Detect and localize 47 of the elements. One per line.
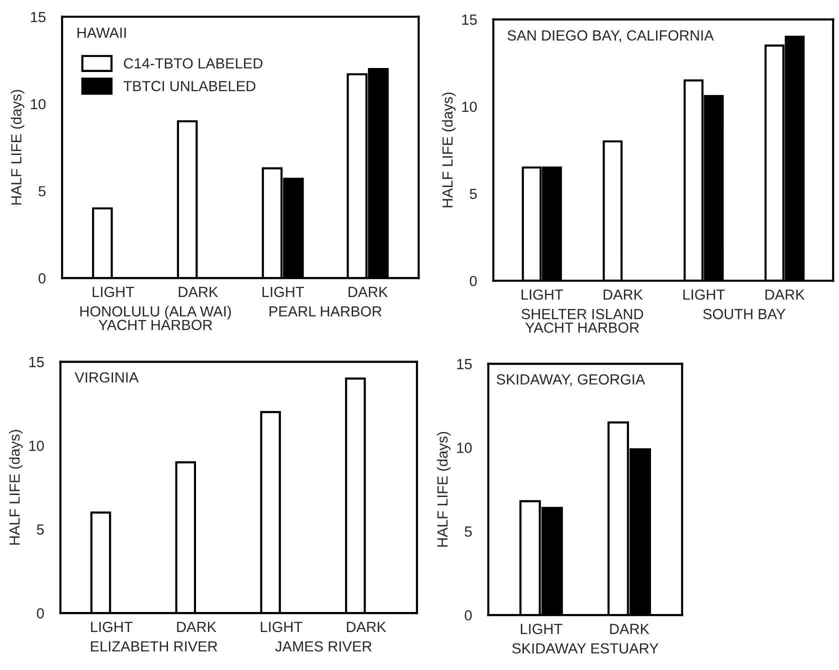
y-tick-label: 0: [470, 276, 477, 286]
text: SAN DIEGO BAY, CALIFORNIA: [508, 30, 714, 42]
x-tick-label: LIGHT: [520, 624, 562, 634]
x-tick-label: DARK: [177, 622, 216, 632]
x-tick-label: LIGHT: [683, 289, 725, 300]
text: HAWAII: [78, 28, 126, 38]
x-tick-label: LIGHT: [91, 622, 132, 632]
text: SHELTER ISLAND YACHT HARBOR: [522, 308, 644, 333]
y-tick-label: 10: [31, 98, 46, 110]
y-tick-label: 5: [38, 186, 46, 196]
y-tick-label: 15: [29, 357, 44, 368]
text: ELIZABETH RIVER: [90, 641, 218, 652]
y-tick-label: 15: [462, 14, 477, 25]
x-tick-label: DARK: [766, 290, 805, 300]
y-tick-label: 0: [36, 608, 44, 618]
x-tick-label: LIGHT: [92, 286, 134, 298]
text: JAMES RIVER: [275, 641, 372, 652]
y-tick-label: 10: [29, 440, 44, 451]
y-tick-label: 0: [38, 273, 46, 284]
text: SKIDAWAY ESTUARY: [512, 643, 658, 654]
y-axis-title: HALF LIFE (days): [10, 90, 24, 205]
x-tick-label: DARK: [610, 624, 650, 634]
text: VIRGINIA: [74, 372, 139, 383]
text: HONOLULU (ALA WAI) YACHT HARBOR: [80, 306, 231, 330]
x-tick-label: DARK: [604, 290, 643, 300]
y-axis-title: HALF LIFE (days): [9, 430, 23, 545]
y-axis-title: HALF LIFE (days): [442, 92, 456, 208]
legend-label: TBTCI UNLABELED: [124, 80, 256, 92]
x-tick-label: DARK: [178, 286, 218, 297]
y-tick-label: 5: [36, 524, 44, 535]
y-tick-label: 15: [31, 12, 46, 22]
text: SKIDAWAY, GEORGIA: [496, 374, 646, 386]
x-tick-label: LIGHT: [260, 622, 302, 632]
y-axis-title: HALF LIFE (days): [436, 432, 451, 547]
text: SOUTH BAY: [703, 308, 786, 320]
y-tick-label: 5: [470, 188, 477, 200]
y-tick-label: 10: [462, 102, 477, 112]
text: PEARL HARBOR: [270, 306, 382, 317]
x-tick-label: LIGHT: [522, 289, 564, 300]
y-tick-label: 10: [457, 442, 472, 453]
x-tick-label: DARK: [348, 286, 388, 297]
y-tick-label: 15: [457, 359, 472, 370]
y-tick-label: 0: [464, 610, 472, 620]
x-tick-label: DARK: [346, 622, 386, 632]
legend-label: C14-TBTO LABELED: [124, 58, 262, 69]
x-tick-label: LIGHT: [262, 286, 304, 298]
y-tick-label: 5: [464, 526, 472, 537]
